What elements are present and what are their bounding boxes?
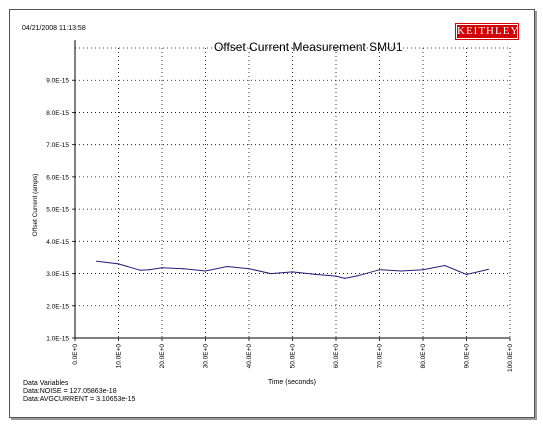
data-point (344, 277, 346, 279)
chart-title: Offset Current Measurement SMU1 (214, 40, 403, 54)
x-tick-label: 100.0E+0 (507, 344, 514, 372)
x-tick-label: 80.0E+0 (420, 344, 427, 369)
keithley-logo: KEITHLEY (455, 23, 519, 40)
x-tick-label: 30.0E+0 (203, 344, 210, 369)
data-point (117, 263, 120, 265)
data-point (335, 275, 337, 277)
x-axis-label: Time (seconds) (268, 379, 316, 386)
data-point (139, 269, 141, 271)
data-point (226, 265, 228, 268)
data-point (270, 272, 272, 275)
data-variables-heading: Data Variables (23, 380, 69, 387)
axis-layer: 0.0E+0 10.0E+0 20.0E+0 30.0E+0 40.0E+0 50.0E+… (46, 40, 514, 372)
y-tick-label: 2.0E-15 (46, 303, 69, 310)
y-tick-label: 1.0E-15 (46, 336, 69, 343)
data-point (444, 264, 446, 267)
y-tick-label: 3.0E-15 (46, 271, 69, 278)
data-variables-panel: Data Variables Data:NOISE = 127.05863e-1… (23, 380, 135, 404)
y-tick-label: 9.0E-15 (46, 78, 69, 85)
logo-label: KEITHLEY (456, 24, 520, 39)
data-point (378, 269, 381, 271)
series-line (96, 260, 489, 279)
x-tick-label: 40.0E+0 (246, 344, 253, 369)
series-layer (96, 260, 489, 279)
data-point (96, 260, 98, 262)
y-tick-label: 6.0E-15 (46, 174, 69, 181)
data-point (422, 269, 424, 271)
data-point (161, 267, 163, 269)
x-tick-label: 20.0E+0 (159, 344, 166, 369)
data-point (313, 273, 315, 275)
data-point (248, 268, 250, 270)
x-tick-label: 70.0E+0 (377, 344, 384, 369)
y-tick-label: 5.0E-15 (46, 207, 69, 214)
x-tick-label: 0.0E+0 (72, 344, 79, 365)
y-axis-label: Offset Current (amps) (32, 174, 39, 237)
data-point (183, 268, 185, 270)
data-point (357, 275, 359, 277)
grid-layer (75, 47, 511, 338)
x-tick-label: 50.0E+0 (290, 344, 297, 369)
y-tick-label: 4.0E-15 (46, 239, 69, 246)
y-tick-label: 8.0E-15 (46, 110, 69, 117)
timestamp: 04/21/2008 11:13:58 (22, 25, 86, 32)
data-point (487, 268, 489, 270)
x-tick-label: 60.0E+0 (333, 344, 340, 369)
x-tick-label: 10.0E+0 (116, 344, 123, 369)
noise-value: Data:NOISE = 127.05863e-18 (23, 388, 117, 395)
data-point (400, 270, 402, 272)
data-point (204, 270, 207, 272)
data-point (465, 273, 468, 276)
data-point (148, 269, 150, 271)
avgcurrent-value: Data:AVGCURRENT = 3.10653e-15 (23, 396, 136, 403)
chart-frame (9, 9, 535, 418)
x-tick-label: 90.0E+0 (464, 344, 471, 369)
data-point (291, 271, 294, 273)
y-tick-label: 7.0E-15 (46, 142, 69, 149)
